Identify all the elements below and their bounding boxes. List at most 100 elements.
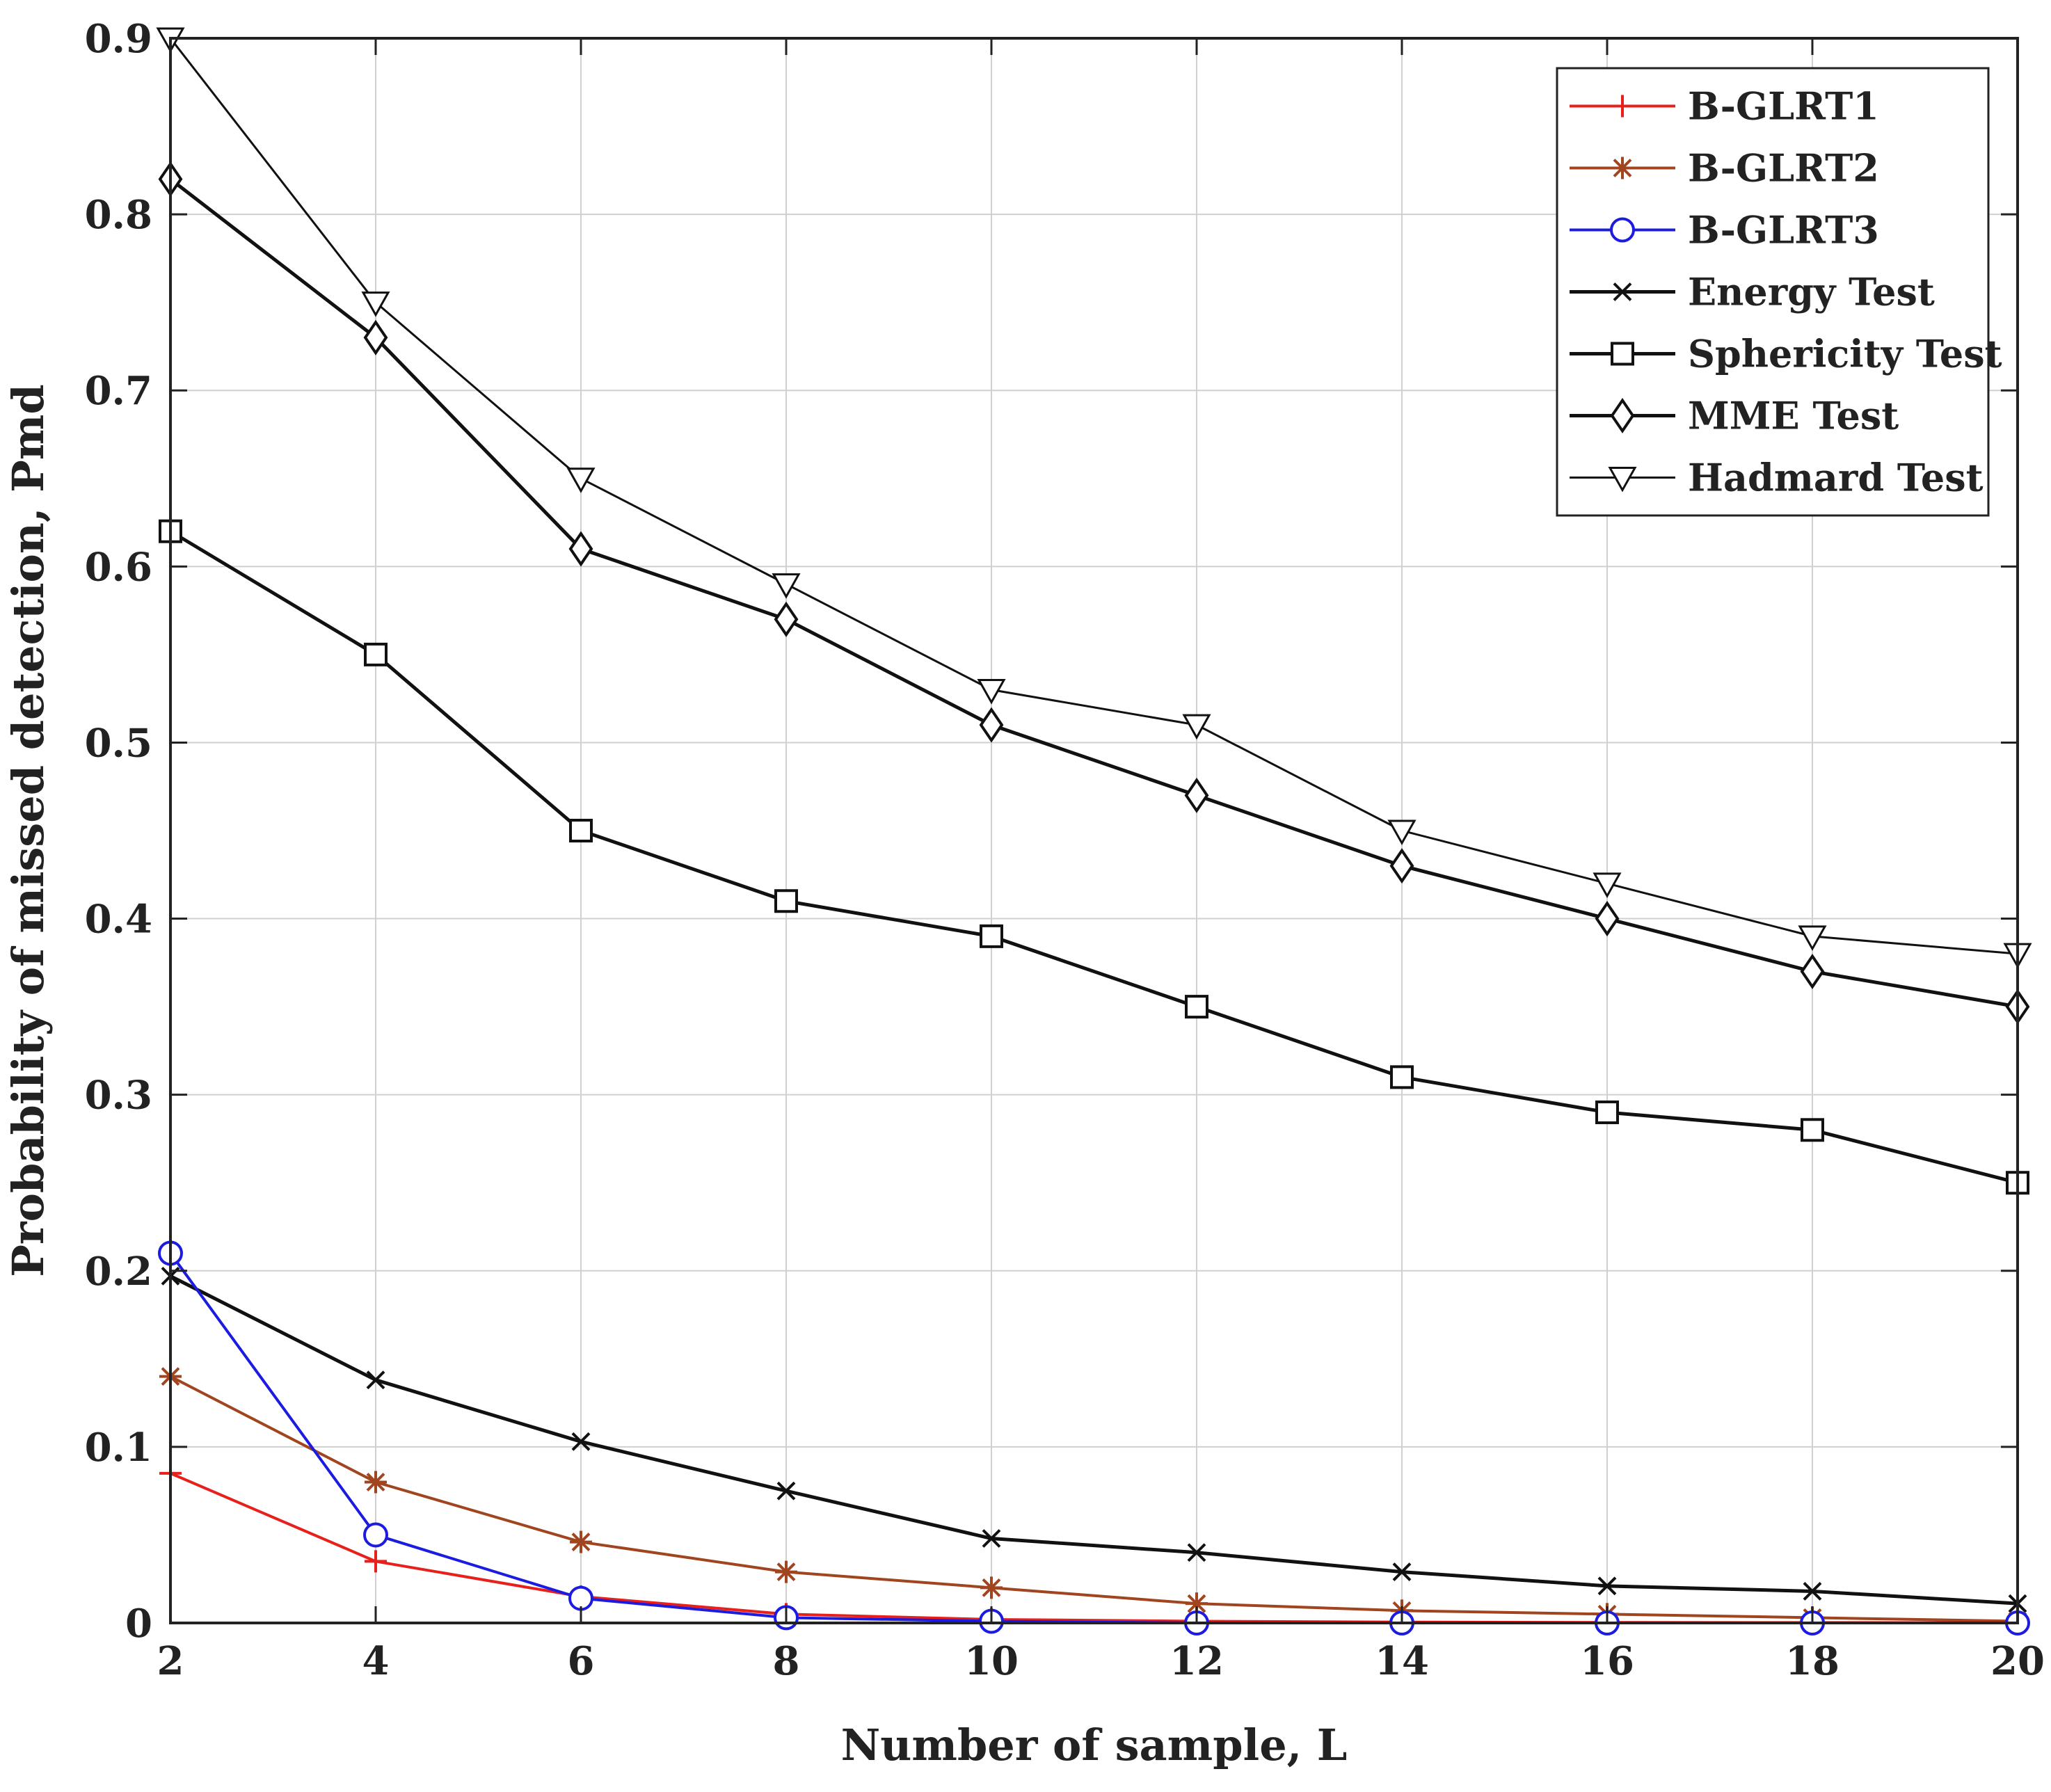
data-point [775,1560,797,1583]
data-point [361,291,390,317]
data-point [1389,848,1414,884]
x-tick-label: 20 [1990,1638,2045,1684]
data-point [1801,1118,1824,1142]
legend-entry: MME Test [1570,394,1899,438]
legend-label: Hadmard Test [1688,456,1984,500]
data-point [363,1522,388,1548]
series-hadmard-test [156,27,2032,969]
data-point [1387,819,1416,846]
legend: B-GLRT1 B-GLRT2 B-GLRT3 Energy Test Spherici… [1556,67,2002,517]
legend-marker [1611,95,1634,118]
series-b-glrt1 [159,1462,2029,1634]
legend-entry: Sphericity Test [1570,332,2002,376]
legend-marker [1608,467,1637,493]
data-point [571,1432,591,1451]
data-point [1184,777,1209,813]
y-tick-label: 0.7 [85,368,152,414]
data-point [1182,714,1211,740]
data-point [1187,1543,1206,1562]
series-b-glrt2 [159,1365,2029,1633]
data-point [982,1529,1001,1548]
data-point [568,1585,593,1611]
series-line [169,529,2018,1185]
x-tick-label: 8 [773,1638,800,1684]
legend-label: Sphericity Test [1688,332,2002,376]
series-line [169,38,2018,955]
y-tick-label: 0.1 [85,1425,152,1471]
x-axis-label: Number of sample, L [841,1720,1348,1770]
data-point [566,467,596,493]
series-line [169,1252,2018,1624]
legend-label: Energy Test [1688,270,1935,314]
legend-entry: B-GLRT2 [1570,146,1879,191]
legend-marker [1610,217,1635,243]
data-point [774,601,799,637]
data-point [980,1576,1003,1599]
series-b-glrt3 [158,1240,2030,1635]
legend-marker [1610,397,1635,434]
data-point [980,924,1003,948]
series-energy-test [161,1266,2027,1613]
legend-label: B-GLRT2 [1688,146,1879,191]
data-point [1800,953,1825,990]
y-tick-label: 0.6 [85,544,152,590]
legend-marker [1613,282,1632,301]
data-point [363,319,388,355]
y-tick-label: 0.5 [85,720,152,766]
data-point [1798,925,1827,951]
data-point [366,1370,385,1390]
data-point [1595,1100,1619,1124]
data-point [1597,1576,1617,1596]
y-tick-label: 0 [125,1601,152,1647]
y-tick-label: 0.2 [85,1249,152,1295]
data-point [1392,1562,1412,1582]
x-tick-label: 10 [964,1638,1019,1684]
data-point [1803,1582,1822,1601]
legend-marker [1611,342,1634,366]
legend-label: B-GLRT1 [1688,84,1879,129]
ticks: 2 4 6 8 10 12 14 16 18 20 0 0.1 0.2 0.3 0.4 0.5 0.6 0.7 0.… [85,16,2045,1684]
series-line [170,1375,2018,1623]
legend-entry: B-GLRT1 [1570,84,1879,129]
legend-entry: Energy Test [1570,270,1935,314]
data-point [1593,872,1622,898]
x-tick-label: 4 [362,1638,390,1684]
y-tick-label: 0.9 [85,16,152,62]
series-line [169,177,2018,1009]
y-tick-label: 0.4 [85,897,152,943]
y-tick-label: 0.8 [85,192,152,238]
y-tick-label: 0.3 [85,1073,152,1119]
data-point [365,1471,387,1494]
data-point [568,531,593,567]
x-tick-label: 18 [1785,1638,1839,1684]
data-point [365,1550,387,1573]
data-point [1185,995,1208,1019]
data-point [1390,1065,1414,1089]
legend-entry: B-GLRT3 [1570,208,1879,253]
legend-marker [1611,157,1634,179]
x-tick-label: 2 [157,1638,184,1684]
data-point [570,1530,592,1553]
legend-label: B-GLRT3 [1688,208,1879,253]
legend-label: MME Test [1688,394,1899,438]
y-axis-label: Probability of missed detection, Pmd [3,384,54,1277]
data-point [1595,901,1620,937]
data-point [772,573,801,599]
series-sphericity-test [159,519,2029,1195]
data-point [776,1481,796,1501]
data-point [979,707,1004,743]
x-tick-label: 12 [1170,1638,1224,1684]
x-tick-label: 16 [1580,1638,1634,1684]
series-line [169,1274,2018,1606]
legend-entry: Hadmard Test [1570,456,1984,500]
series-line [170,1472,2018,1624]
data-point [364,642,388,666]
x-tick-label: 14 [1375,1638,1429,1684]
data-point [569,819,593,842]
x-tick-label: 6 [568,1638,595,1684]
data-point [977,679,1006,705]
series-mme-test [158,161,2030,1025]
plot-frame [169,37,2019,1624]
